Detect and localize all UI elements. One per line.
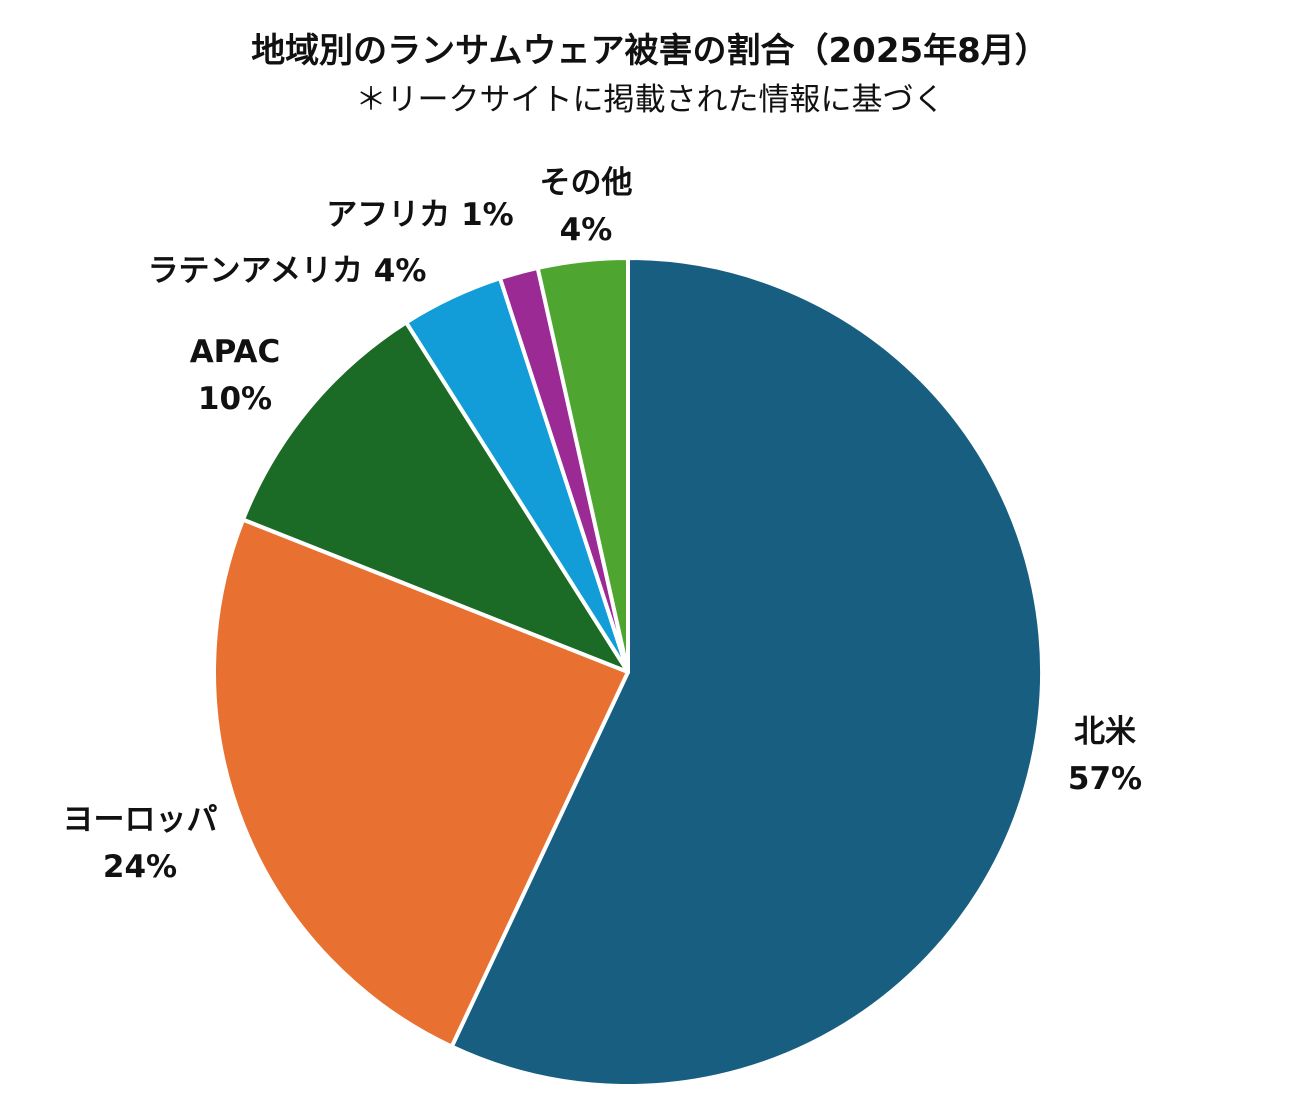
slice-value-2: 10% <box>198 381 272 417</box>
slice-label-2: APAC 10% <box>190 334 281 417</box>
slice-label-0: 北米 57% <box>1068 714 1142 797</box>
pie-slice-0 <box>449 256 1044 1088</box>
slice-label-5: その他 4% <box>540 165 633 248</box>
slice-label-3: ラテンアメリカ 4% <box>148 253 427 289</box>
slice-value-1: 24% <box>103 849 177 885</box>
slice-name-2: APAC <box>190 334 281 370</box>
slice-label-4: アフリカ 1% <box>326 197 513 233</box>
slice-value-0: 57% <box>1068 761 1142 797</box>
chart-subtitle: ＊リークサイトに掲載された情報に基づく <box>356 82 945 118</box>
pie-slice-1 <box>212 517 630 1049</box>
slice-value-5: 4% <box>560 212 613 248</box>
pie-slice-2 <box>241 320 630 674</box>
slice-name-5: その他 <box>540 165 633 201</box>
slice-name-0: 北米 <box>1074 714 1136 750</box>
pie-slices <box>212 256 1044 1088</box>
pie-labels: 北米 57% ヨーロッパ 24% APAC 10% ラテンアメリカ 4% アフリカ 1% その他… <box>63 165 1143 885</box>
slice-label-1: ヨーロッパ 24% <box>63 802 218 885</box>
pie-slice-5 <box>535 256 630 674</box>
slice-name-1: ヨーロッパ <box>63 802 218 838</box>
chart-title: 地域別のランサムウェア被害の割合（2025年8月） <box>251 31 1049 71</box>
